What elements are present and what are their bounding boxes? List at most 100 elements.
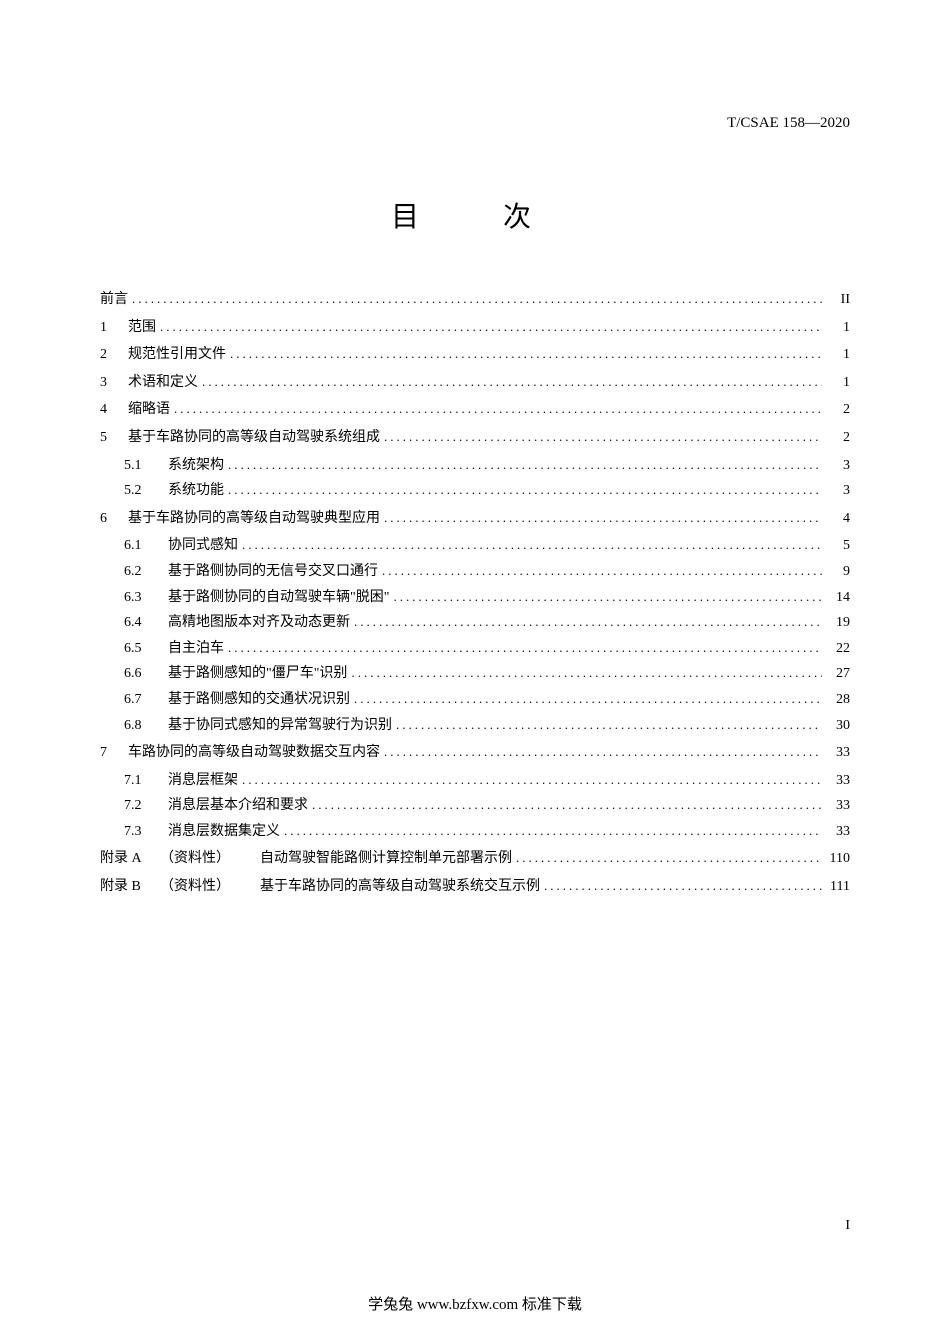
toc-entry-page: 33 (826, 796, 850, 816)
toc-entry-page: 1 (826, 345, 850, 365)
toc-dots (354, 690, 822, 708)
toc-dots (384, 428, 822, 446)
footer-text: 学兔兔 www.bzfxw.com 标准下载 (0, 1293, 950, 1314)
toc-entry-label: 基于路侧协同的无信号交叉口通行 (168, 562, 378, 582)
toc-entry: 4缩略语2 (100, 400, 850, 420)
toc-entry: 6基于车路协同的高等级自动驾驶典型应用4 (100, 509, 850, 529)
toc-dots (312, 796, 822, 814)
toc-entry-number: 6.1 (124, 536, 158, 556)
toc-entry-label: 基于路侧感知的"僵尸车"识别 (168, 664, 347, 684)
toc-entry-number: 6.3 (124, 588, 158, 608)
toc-entry-page: II (826, 290, 850, 310)
toc-entry-label: 基于路侧协同的自动驾驶车辆"脱困" (168, 588, 389, 608)
toc-entry-number: 6 (100, 509, 118, 529)
toc-entry: 7.1 消息层框架 33 (100, 771, 850, 791)
toc-entry-page: 2 (826, 400, 850, 420)
toc-entry: 6.3 基于路侧协同的自动驾驶车辆"脱困" 14 (100, 588, 850, 608)
toc-entry-page: 1 (826, 373, 850, 393)
toc-dots (384, 509, 822, 527)
toc-entry-label: 术语和定义 (128, 373, 198, 393)
toc-entry-number: 2 (100, 345, 118, 365)
toc-entry-page: 9 (826, 562, 850, 582)
toc-entry-number: 7.3 (124, 822, 158, 842)
toc-dots (132, 290, 822, 308)
toc-entry-page: 30 (826, 716, 850, 736)
toc-entry-page: 110 (826, 849, 850, 869)
toc-entry: 5基于车路协同的高等级自动驾驶系统组成2 (100, 428, 850, 448)
toc-entry-page: 27 (826, 664, 850, 684)
toc-dots (284, 822, 822, 840)
toc-dots (174, 400, 822, 418)
toc-entry: 7 车路协同的高等级自动驾驶数据交互内容 33 (100, 743, 850, 763)
toc-dots (242, 771, 822, 789)
toc-entry: 6.4高精地图版本对齐及动态更新19 (100, 613, 850, 633)
toc-entry-page: 22 (826, 639, 850, 659)
toc-entry: 5.2系统功能3 (100, 481, 850, 501)
toc-entry-page: 19 (826, 613, 850, 633)
toc-entry-label: 消息层框架 (168, 771, 238, 791)
toc-dots (384, 743, 822, 761)
toc-entry-annotation: （资料性） (160, 849, 230, 869)
toc-entry: 7.2消息层基本介绍和要求33 (100, 796, 850, 816)
toc-entry-label: 系统功能 (168, 481, 224, 501)
toc-entry-page: 33 (826, 743, 850, 763)
toc-dots (228, 481, 822, 499)
toc-entry: 2规范性引用文件1 (100, 345, 850, 365)
toc-entry-number: 6.4 (124, 613, 158, 633)
toc-entry-number: 7.2 (124, 796, 158, 816)
toc-dots (230, 345, 822, 363)
toc-entry-number: 3 (100, 373, 118, 393)
toc-entry-page: 28 (826, 690, 850, 710)
toc-entry: 1范围1 (100, 318, 850, 338)
document-code: T/CSAE 158—2020 (727, 115, 850, 132)
toc-entry-page: 33 (826, 822, 850, 842)
toc-entry-label: 系统架构 (168, 456, 224, 476)
page-number: I (845, 1218, 850, 1234)
toc-entry: 6.7 基于路侧感知的交通状况识别 28 (100, 690, 850, 710)
toc-entry-page: 2 (826, 428, 850, 448)
toc-entry-number: 7 (100, 743, 118, 763)
toc-entry-page: 1 (826, 318, 850, 338)
toc-entry-page: 5 (826, 536, 850, 556)
toc-entry: 前言 II (100, 290, 850, 310)
toc-entry: 附录 A （资料性） 自动驾驶智能路侧计算控制单元部署示例 110 (100, 849, 850, 869)
toc-dots (393, 588, 822, 606)
toc-entry-number: 5.1 (124, 456, 158, 476)
toc-entry-label: 基于协同式感知的异常驾驶行为识别 (168, 716, 392, 736)
toc-entry-number: 6.5 (124, 639, 158, 659)
toc-dots (160, 318, 822, 336)
toc-dots (228, 639, 822, 657)
toc-entry-number: 5.2 (124, 481, 158, 501)
toc-entry-page: 4 (826, 509, 850, 529)
toc-entry-number: 6.6 (124, 664, 158, 684)
toc-dots (516, 849, 822, 867)
toc-dots (354, 613, 822, 631)
toc-entry-label: 协同式感知 (168, 536, 238, 556)
toc-entry-number: 6.2 (124, 562, 158, 582)
toc-entry-label: 自主泊车 (168, 639, 224, 659)
toc-entry: 6.1 协同式感知 5 (100, 536, 850, 556)
toc-dots (351, 664, 822, 682)
toc-entry-label: 车路协同的高等级自动驾驶数据交互内容 (128, 743, 380, 763)
toc-entry-page: 14 (826, 588, 850, 608)
toc-entry-number: 6.7 (124, 690, 158, 710)
toc-entry: 5.1系统架构3 (100, 456, 850, 476)
toc-entry-number: 5 (100, 428, 118, 448)
toc-entry-number: 附录 A (100, 849, 150, 869)
toc-dots (242, 536, 822, 554)
toc-entry: 6.6 基于路侧感知的"僵尸车"识别 27 (100, 664, 850, 684)
toc-title: 目 次 (100, 195, 850, 235)
toc-entry-label: 基于车路协同的高等级自动驾驶系统交互示例 (260, 877, 540, 897)
toc-entry-label: 基于路侧感知的交通状况识别 (168, 690, 350, 710)
toc-entry-label: 消息层数据集定义 (168, 822, 280, 842)
toc-entry-number: 1 (100, 318, 118, 338)
toc-dots (382, 562, 822, 580)
toc-entry-number: 7.1 (124, 771, 158, 791)
toc-entry: 3 术语和定义 1 (100, 373, 850, 393)
toc-entry-label: 自动驾驶智能路侧计算控制单元部署示例 (260, 849, 512, 869)
toc-entry-page: 33 (826, 771, 850, 791)
toc-entry-number: 附录 B (100, 877, 150, 897)
toc-entry-number: 6.8 (124, 716, 158, 736)
toc-entry-label: 缩略语 (128, 400, 170, 420)
toc-entry-label: 前言 (100, 290, 128, 310)
